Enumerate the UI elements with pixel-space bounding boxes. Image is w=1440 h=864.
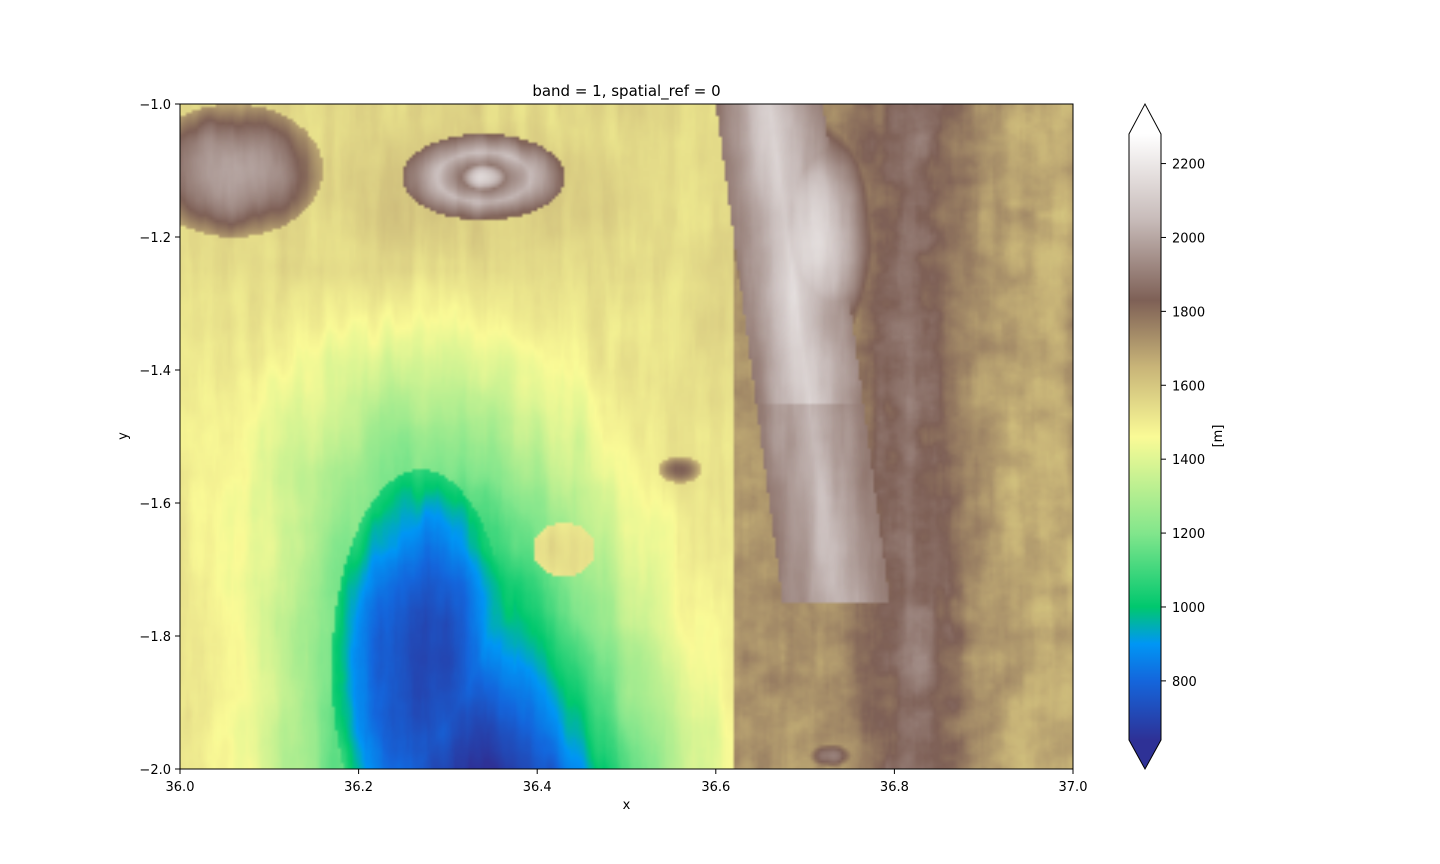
x-tick-label: 36.6: [701, 780, 730, 795]
colorbar-tick-label: 800: [1172, 675, 1197, 690]
colorbar-tick-label: 1200: [1172, 527, 1205, 542]
colorbar-tick-label: 1400: [1172, 453, 1205, 468]
colorbar-tick-label: 2200: [1172, 158, 1205, 173]
y-axis-label: y: [116, 432, 131, 440]
colorbar-tick-label: 1600: [1172, 379, 1205, 394]
y-tick-label: −1.2: [139, 231, 171, 246]
colorbar-ticks: 800 1000 1200 1400 1600 1800 2000 2200: [1161, 158, 1205, 690]
y-tick-label: −1.6: [139, 497, 171, 512]
y-tick-label: −1.0: [139, 98, 171, 113]
colorbar-body: [1129, 104, 1161, 769]
x-tick-label: 36.2: [344, 780, 373, 795]
chart-title: band = 1, spatial_ref = 0: [532, 82, 720, 101]
x-tick-label: 36.4: [523, 780, 552, 795]
x-axis-label: x: [623, 798, 631, 813]
x-axis: 36.0 36.2 36.4 36.6 36.8 37.0: [166, 769, 1088, 795]
plot-area: [179, 103, 1074, 770]
y-tick-label: −2.0: [139, 763, 171, 778]
elevation-raster: [180, 104, 1073, 769]
colorbar-tick-label: 2000: [1172, 231, 1205, 246]
y-tick-label: −1.8: [139, 630, 171, 645]
x-tick-label: 37.0: [1059, 780, 1088, 795]
x-tick-label: 36.0: [166, 780, 195, 795]
colorbar-label: [m]: [1211, 425, 1226, 448]
x-tick-label: 36.8: [880, 780, 909, 795]
plot-frame: [179, 103, 1074, 770]
colorbar-extend-max: [1129, 104, 1161, 134]
colorbar-extend-min: [1129, 740, 1161, 769]
y-axis: −1.0 −1.2 −1.4 −1.6 −1.8 −2.0: [139, 98, 180, 778]
colorbar-tick-label: 1000: [1172, 601, 1205, 616]
colorbar: 800 1000 1200 1400 1600 1800 2000 2200 [m]: [1128, 102, 1226, 771]
colorbar-outline: [1128, 102, 1162, 771]
colorbar-tick-label: 1800: [1172, 305, 1205, 320]
y-tick-label: −1.4: [139, 364, 171, 379]
